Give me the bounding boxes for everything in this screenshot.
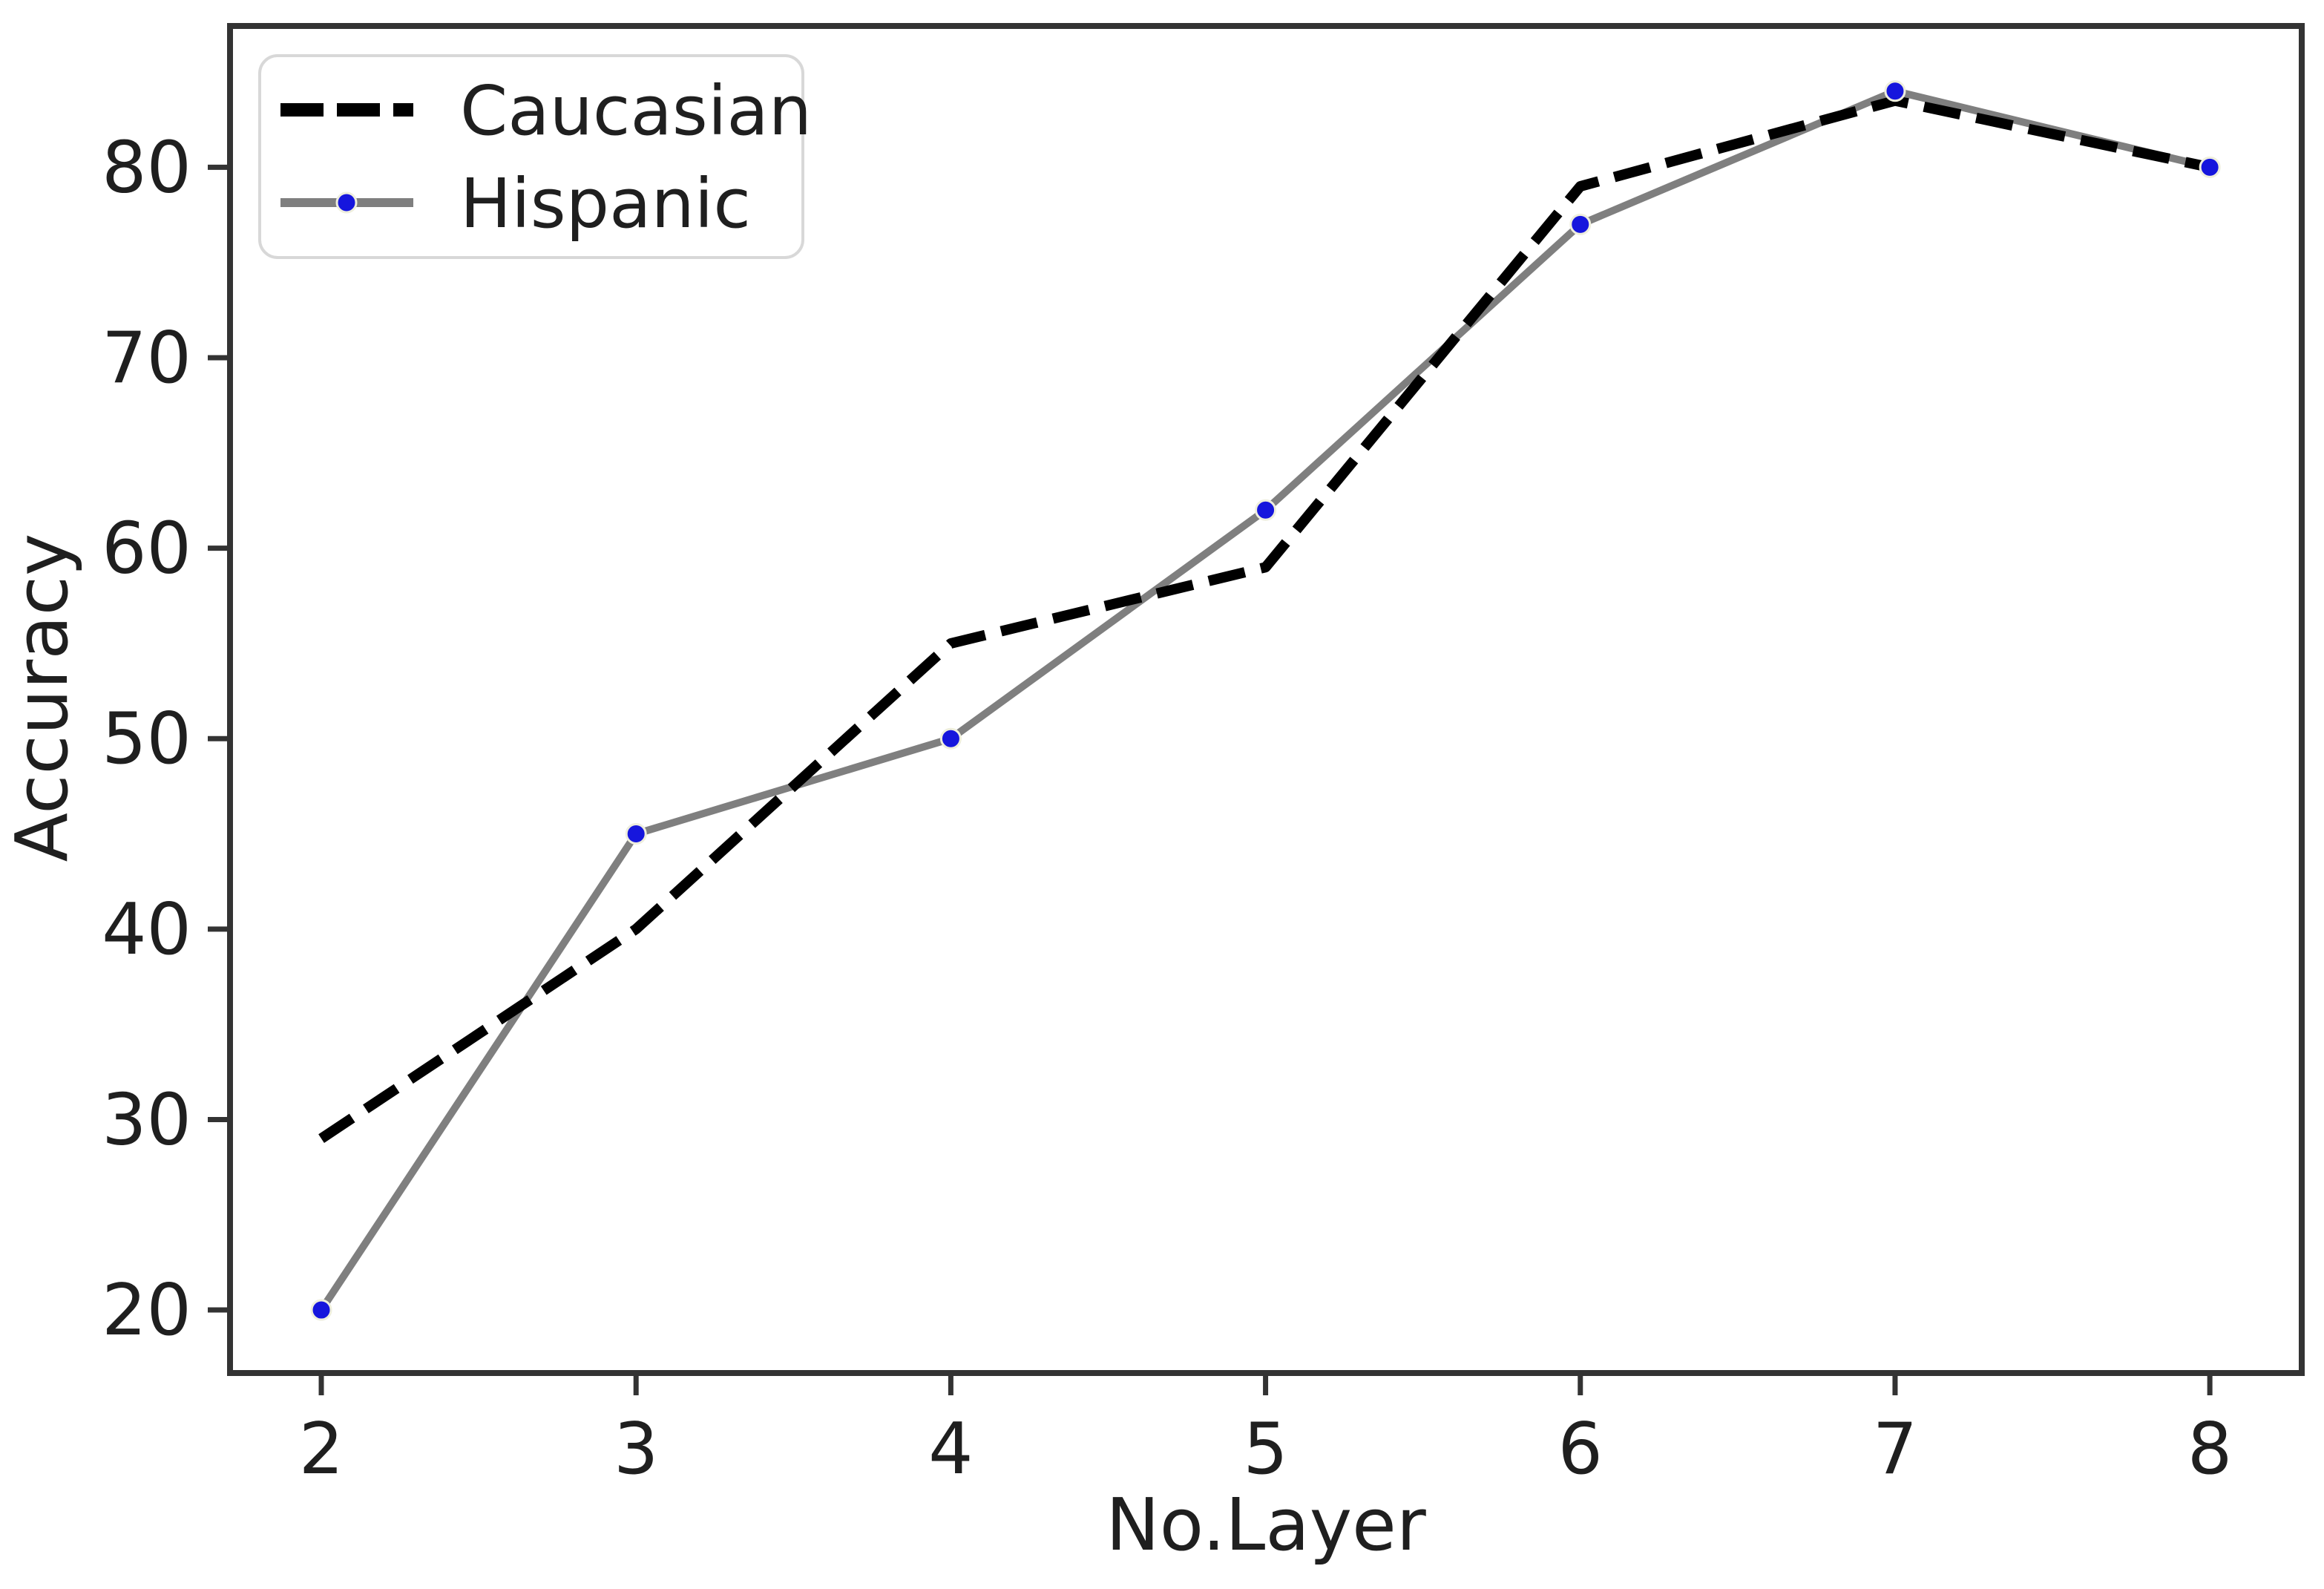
data-point-marker-hispanic: [939, 727, 962, 750]
x-tick-label: 2: [299, 1409, 344, 1490]
legend: Caucasian Hispanic: [258, 54, 812, 259]
y-tick-label: 60: [102, 508, 191, 590]
x-tick-label: 6: [1558, 1409, 1603, 1490]
series-line-hispanic: [318, 87, 2211, 1312]
legend-item-hispanic: Hispanic: [280, 164, 751, 243]
x-tick-label: 4: [928, 1409, 973, 1490]
x-tick-label: 7: [1873, 1409, 1917, 1490]
y-tick-label: 40: [102, 889, 191, 971]
x-tick-label: 3: [614, 1409, 658, 1490]
y-tick-label: 20: [102, 1270, 191, 1352]
legend-item-label: Caucasian: [460, 71, 812, 151]
data-point-marker-hispanic: [625, 823, 647, 845]
y-tick-label: 80: [102, 127, 191, 209]
series-group: [310, 80, 2221, 1321]
x-axis-label: No.Layer: [1106, 1483, 1426, 1567]
x-tick-label: 8: [2187, 1409, 2232, 1490]
data-point-marker-hispanic: [1884, 80, 1906, 102]
legend-item-caucasian: Caucasian: [280, 71, 812, 151]
y-tick-label: 70: [102, 318, 191, 399]
x-tick-label: 5: [1243, 1409, 1287, 1490]
data-point-marker-hispanic: [310, 1299, 332, 1321]
legend-item-label: Hispanic: [460, 164, 751, 243]
y-tick-label: 50: [102, 698, 191, 780]
y-tick-label: 30: [102, 1079, 191, 1161]
y-axis-label: Accuracy: [0, 534, 84, 862]
data-point-marker-hispanic: [1569, 213, 1592, 235]
data-point-marker-hispanic: [1255, 499, 1277, 521]
data-point-marker-hispanic: [2199, 156, 2221, 178]
axis-ticks: [208, 164, 2213, 1395]
axis-tick-labels: 2 3 4 5 6 7 8 20 30 40 50 60 70 80: [102, 127, 2232, 1490]
legend-sample-marker: [335, 191, 358, 214]
